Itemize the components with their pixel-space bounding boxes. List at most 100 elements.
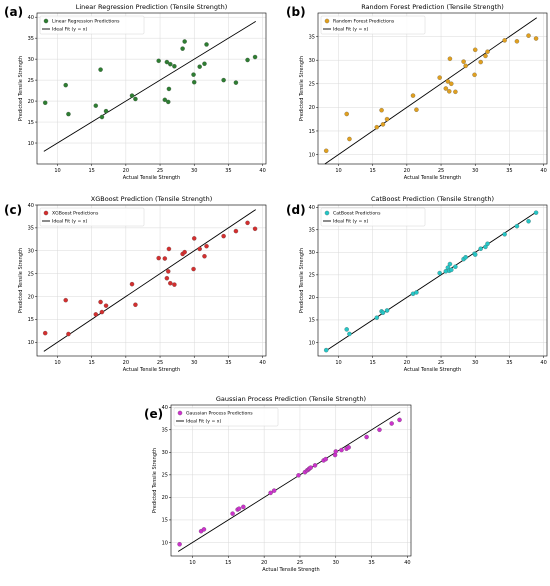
x-tick-label: 40: [259, 360, 265, 366]
data-point: [230, 511, 235, 516]
data-point: [162, 256, 168, 261]
chart-panel-4: (d) CatBoost Prediction (Tensile Strength…: [286, 195, 548, 373]
data-point: [191, 79, 197, 85]
data-point: [502, 232, 507, 237]
data-point: [164, 275, 170, 281]
y-axis-label: Predicted Tensile Strength: [18, 56, 24, 121]
data-point: [410, 93, 416, 98]
y-tick-label: 15: [309, 129, 315, 135]
data-point: [397, 417, 402, 423]
data-point: [384, 308, 390, 313]
x-axis-label: Actual Tensile Strength: [404, 175, 461, 181]
data-point: [180, 46, 185, 51]
data-point: [252, 54, 258, 60]
data-point: [414, 290, 419, 295]
data-point: [533, 210, 539, 215]
data-point: [182, 39, 187, 44]
legend-label: Linear Regression Predictions: [52, 19, 120, 25]
data-point: [103, 108, 109, 114]
x-tick-label: 10: [189, 560, 195, 566]
data-point: [447, 261, 453, 267]
data-point: [191, 266, 196, 272]
data-point: [63, 82, 68, 88]
legend-label: Ideal Fit (y = x): [52, 27, 87, 33]
data-point: [245, 220, 250, 226]
data-point: [221, 77, 226, 83]
data-point: [461, 59, 466, 64]
chart-title: Gaussian Process Prediction (Tensile Str…: [216, 395, 366, 403]
data-point: [447, 56, 453, 61]
x-tick-label: 15: [225, 560, 231, 566]
data-point: [99, 309, 105, 315]
y-tick-label: 40: [162, 405, 168, 411]
x-tick-label: 35: [225, 360, 231, 366]
data-point: [483, 244, 488, 250]
legend: CatBoost Predictions Ideal Fit (y = x): [320, 207, 426, 227]
data-point: [156, 255, 161, 261]
chart-panel-2: (b) Random Forest Prediction (Tensile Str…: [286, 3, 548, 181]
data-point: [526, 219, 531, 224]
legend-box: [320, 207, 426, 227]
data-point: [453, 89, 458, 95]
data-point: [478, 246, 483, 251]
legend-label: CatBoost Predictions: [333, 211, 381, 217]
y-tick-label: 40: [309, 205, 315, 211]
panel-label: (b): [286, 5, 306, 19]
y-axis-label: Predicted Tensile Strength: [299, 248, 305, 313]
data-point: [312, 463, 318, 468]
panel-label: (a): [4, 5, 23, 19]
data-point: [236, 506, 242, 511]
data-point: [485, 241, 490, 246]
legend-label: Random Forest Predictions: [333, 19, 395, 25]
legend-label: Ideal Fit (y = x): [333, 27, 368, 33]
x-tick-label: 40: [540, 168, 546, 174]
panel-label: (e): [144, 407, 163, 421]
y-tick-label: 35: [309, 34, 315, 40]
legend-label: Gaussian Process Predictions: [186, 411, 253, 417]
chart-panel-3: (c) XGBoost Prediction (Tensile Strength)…: [4, 195, 267, 373]
legend: Random Forest Predictions Ideal Fit (y = …: [320, 15, 426, 35]
data-point: [296, 473, 301, 478]
data-point: [202, 254, 207, 259]
y-tick-label: 25: [28, 271, 34, 277]
data-point: [364, 434, 369, 440]
legend-label: Ideal Fit (y = x): [333, 219, 368, 225]
data-point: [129, 281, 135, 287]
data-point: [197, 64, 202, 69]
data-point: [202, 61, 207, 66]
data-point: [323, 456, 328, 462]
data-point: [449, 267, 454, 273]
y-tick-label: 15: [162, 518, 168, 524]
y-tick-label: 30: [162, 450, 168, 456]
data-point: [271, 488, 277, 493]
data-point: [172, 282, 177, 287]
data-point: [156, 58, 161, 64]
data-point: [463, 63, 468, 69]
legend-box: [173, 407, 279, 427]
x-tick-label: 20: [123, 168, 129, 174]
data-point: [463, 255, 468, 260]
y-tick-label: 30: [28, 249, 34, 255]
data-point: [374, 315, 380, 320]
legend-marker: [324, 18, 330, 24]
y-tick-label: 10: [162, 540, 168, 546]
data-point: [233, 228, 239, 234]
data-point: [344, 327, 349, 332]
data-point: [449, 81, 454, 87]
legend-label: XGBoost Predictions: [52, 211, 99, 217]
y-tick-label: 20: [28, 99, 34, 105]
y-tick-label: 20: [309, 295, 315, 301]
legend-marker: [177, 410, 183, 416]
data-point: [204, 42, 209, 47]
data-point: [42, 330, 48, 336]
y-tick-label: 35: [28, 36, 34, 42]
x-tick-label: 30: [472, 168, 478, 174]
x-tick-label: 10: [54, 168, 60, 174]
data-point: [164, 59, 170, 65]
y-tick-label: 30: [309, 58, 315, 64]
x-tick-label: 25: [157, 360, 163, 366]
data-point: [103, 303, 109, 308]
data-point: [380, 122, 386, 127]
chart-title: Linear Regression Prediction (Tensile St…: [76, 3, 227, 11]
data-point: [268, 490, 273, 496]
